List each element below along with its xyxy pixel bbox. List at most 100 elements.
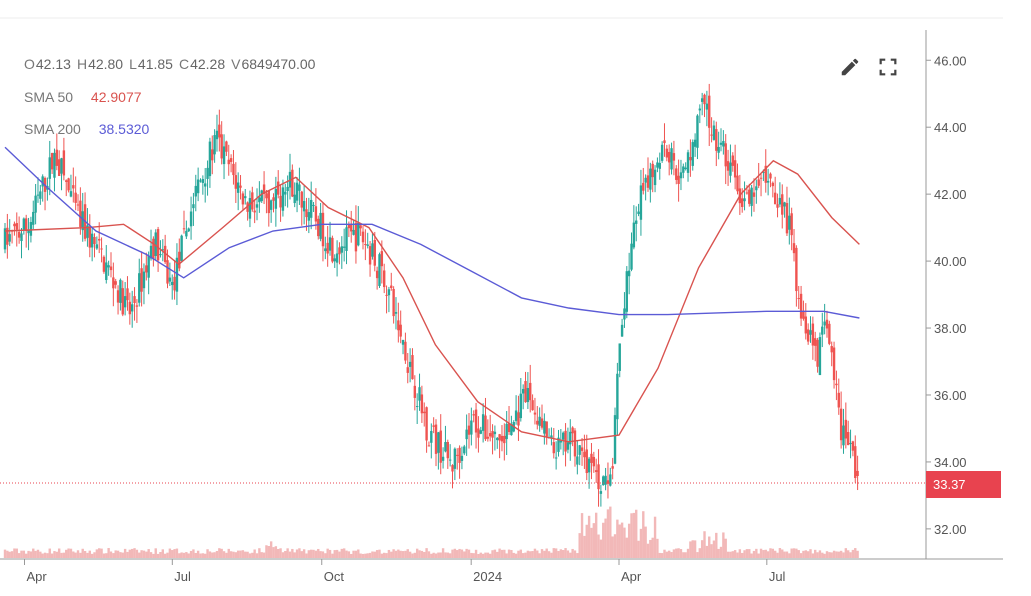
candle-body [644, 177, 647, 183]
candle-body [166, 260, 169, 284]
fullscreen-icon[interactable] [877, 56, 899, 78]
volume-bar [22, 550, 26, 558]
volume-bar [145, 551, 148, 558]
candle-body [562, 432, 565, 440]
volume-bar [100, 548, 103, 558]
candle-body [251, 192, 254, 210]
volume-bar [465, 548, 468, 558]
candle-body [684, 167, 687, 170]
volume-bar [156, 553, 160, 558]
volume-bar [161, 549, 165, 558]
volume-bar [24, 553, 28, 558]
candle-body [517, 412, 520, 426]
candle-body [98, 238, 101, 241]
volume-bar [375, 550, 379, 558]
volume-bar [255, 553, 259, 558]
volume-bar [719, 546, 723, 558]
candle-body [128, 301, 132, 315]
volume-bar [743, 550, 746, 558]
candle-body [361, 231, 365, 243]
volume-bar [448, 553, 452, 558]
candle-body [832, 347, 836, 381]
volume-bar [653, 516, 657, 558]
volume-bar [163, 553, 167, 558]
volume-bar [178, 553, 181, 558]
candle-body [274, 188, 278, 209]
volume-bar [27, 550, 30, 558]
candle-body [260, 190, 263, 202]
volume-bar [29, 551, 33, 558]
volume-bar [507, 549, 511, 558]
candle-body [255, 204, 259, 208]
volume-bar [470, 552, 473, 558]
candle-body [649, 168, 652, 190]
volume-bar [512, 552, 515, 558]
candle-body [67, 178, 70, 191]
candle-body [366, 244, 369, 246]
volume-bar [792, 548, 796, 558]
volume-bar [517, 550, 520, 558]
volume-bar [350, 553, 353, 558]
candle-body [837, 392, 840, 408]
candle-body [109, 266, 113, 271]
volume-bar [559, 549, 563, 558]
y-tick-label: 40.00 [934, 254, 967, 269]
volume-bar [300, 551, 303, 558]
volume-bar [74, 552, 77, 558]
candle-body [773, 192, 777, 205]
volume-bar [232, 551, 235, 558]
volume-bar [771, 548, 775, 558]
candle-body [453, 448, 457, 469]
candle-body [691, 142, 694, 166]
volume-bar [590, 527, 593, 558]
candle-body [340, 246, 344, 253]
volume-bar [109, 551, 113, 558]
volume-bar [95, 549, 99, 558]
volume-bar [211, 552, 214, 558]
volume-bar [312, 549, 315, 558]
candle-body [29, 222, 33, 236]
volume-bar [684, 552, 687, 558]
candle-body [100, 248, 103, 250]
candle-body [286, 186, 289, 192]
volume-bar [236, 550, 240, 558]
volume-bar [750, 553, 753, 558]
candle-body [804, 316, 807, 334]
volume-bar [185, 552, 188, 558]
volume-bar [36, 549, 40, 558]
volume-bar [444, 552, 447, 558]
volume-bar [745, 549, 749, 558]
volume-bar [69, 548, 73, 558]
pencil-icon[interactable] [839, 56, 861, 78]
candle-body [302, 201, 306, 212]
candle-body [609, 474, 612, 486]
volume-bar [451, 549, 454, 558]
volume-bar [241, 550, 245, 558]
volume-bar [335, 549, 339, 558]
candle-body [830, 346, 833, 353]
candle-body [693, 139, 697, 147]
candle-body [387, 289, 391, 296]
candle-body [86, 225, 89, 238]
volume-bar [199, 553, 202, 558]
volume-bar [302, 549, 306, 558]
volume-bar [757, 553, 760, 558]
candle-body [465, 429, 468, 440]
candle-body [437, 432, 440, 453]
volume-bar [724, 538, 727, 558]
candle-body [590, 453, 593, 463]
candle-body [22, 218, 26, 230]
candle-body [566, 442, 570, 450]
candle-body [741, 198, 744, 207]
candle-body [498, 434, 501, 441]
volume-bar [229, 551, 233, 558]
volume-bar [682, 552, 685, 558]
volume-bar [736, 552, 739, 558]
candle-body [232, 163, 235, 176]
volume-bar [173, 549, 176, 558]
volume-bar [769, 548, 772, 558]
volume-bar [569, 552, 572, 558]
volume-bar [818, 550, 822, 558]
volume-bar [606, 509, 610, 558]
